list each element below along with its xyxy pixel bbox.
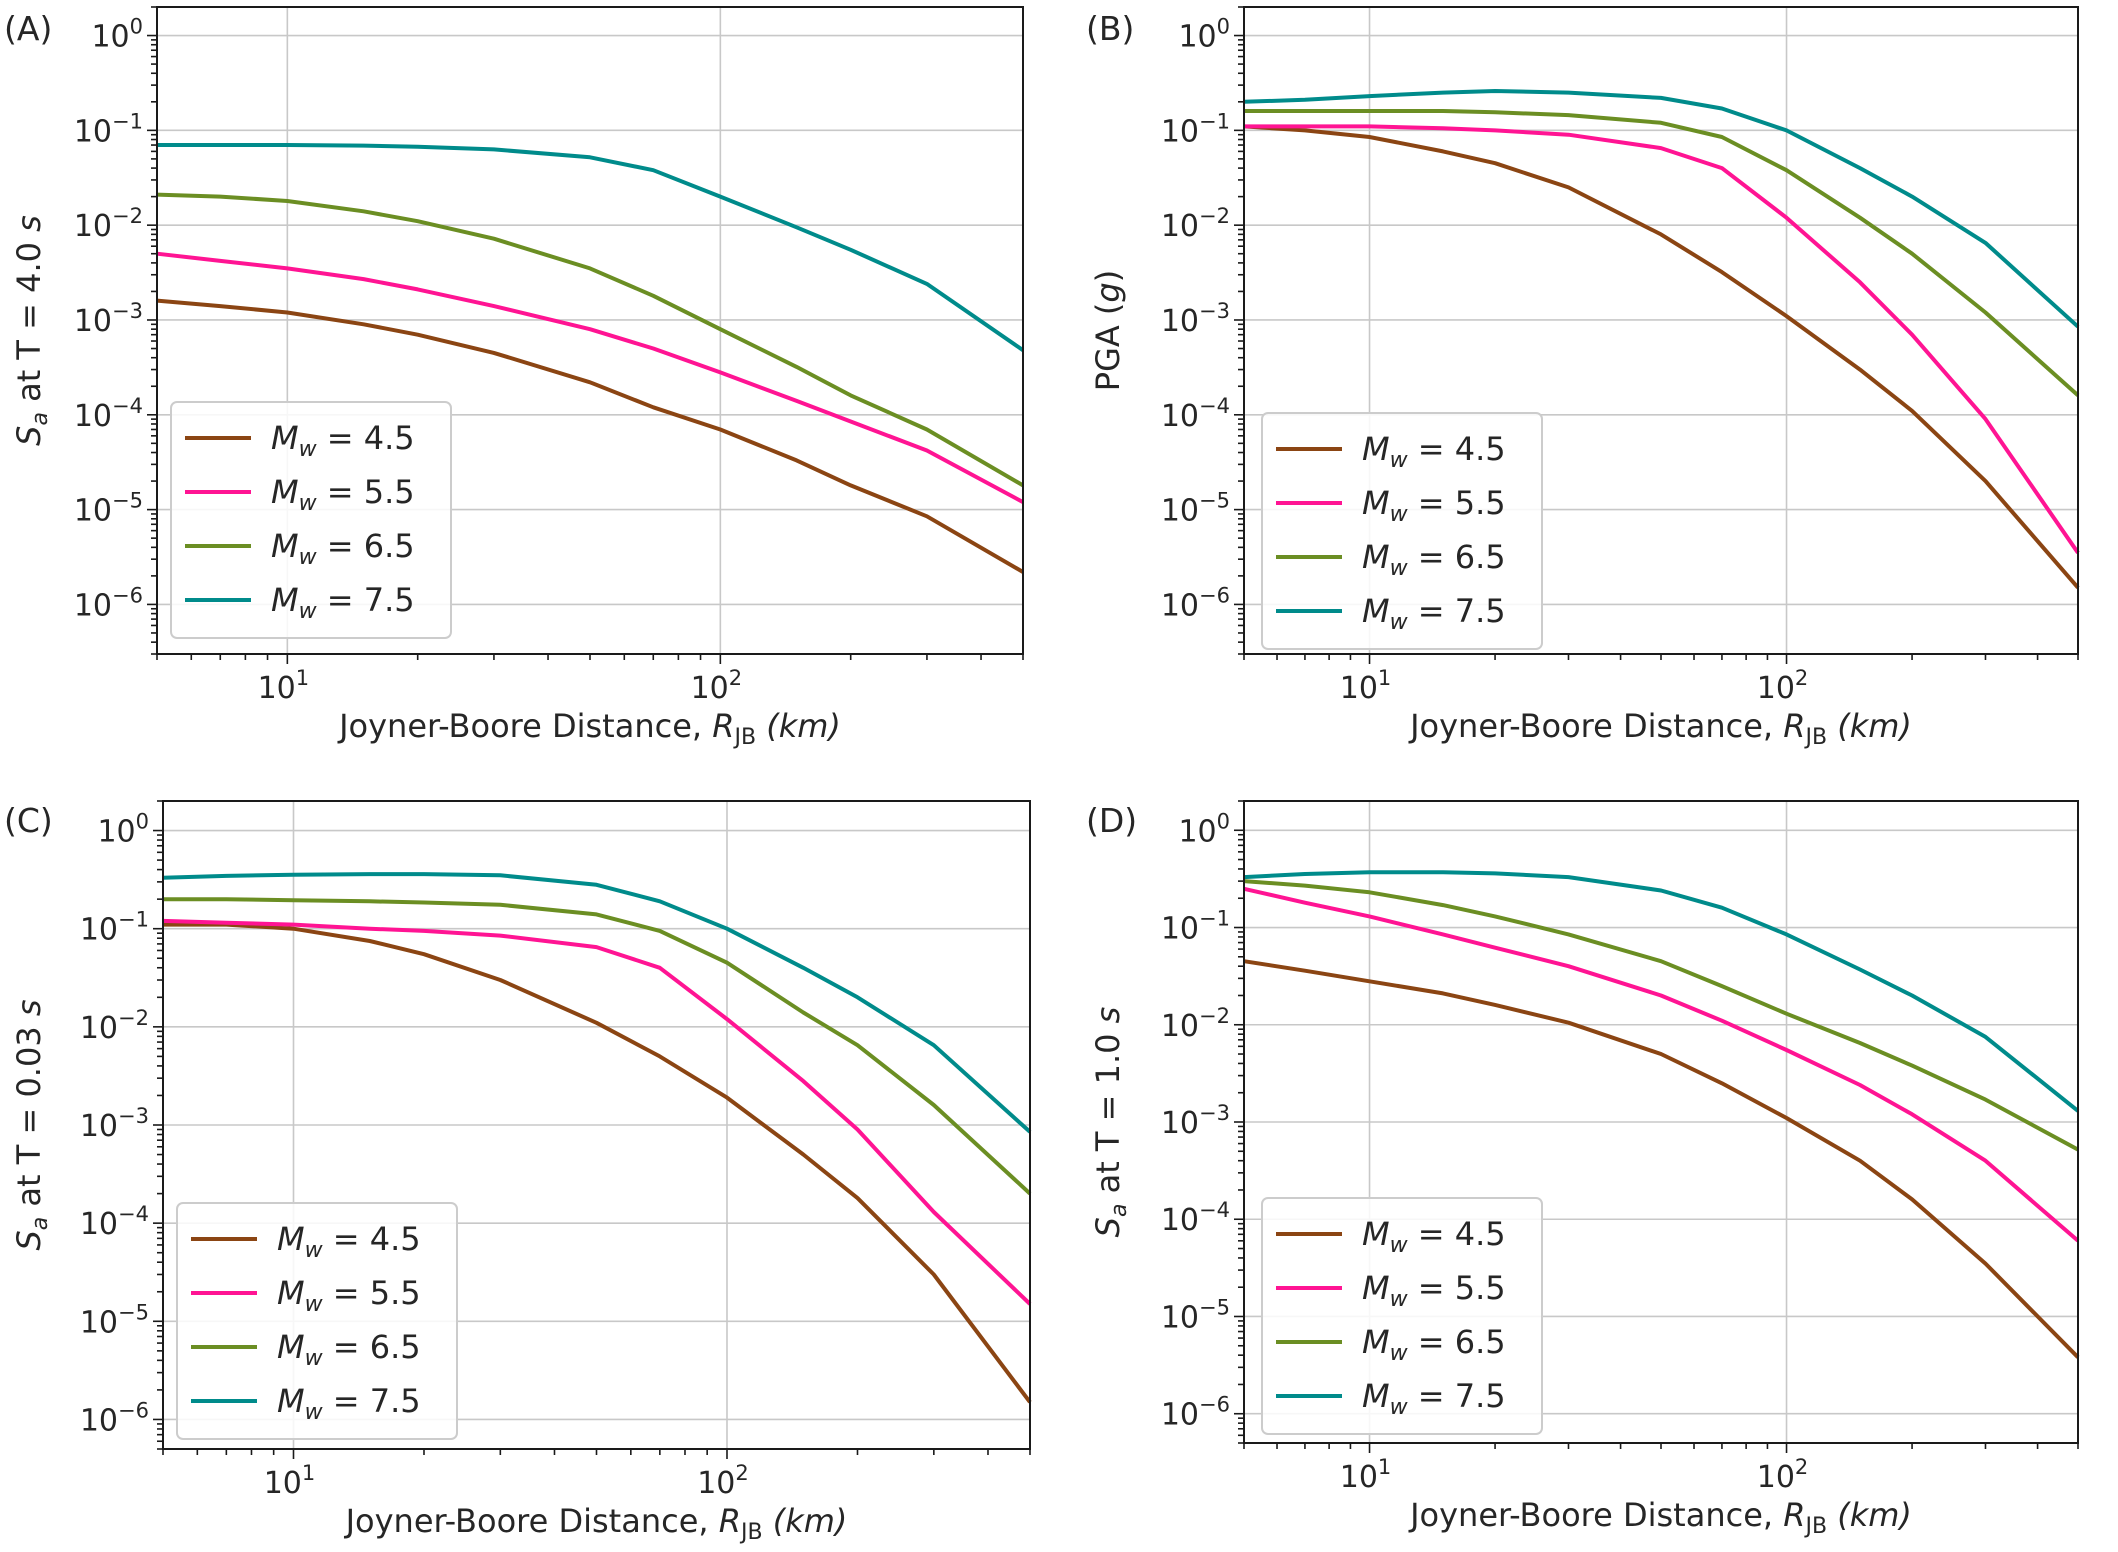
legend-entry: Mw = 4.5 xyxy=(271,419,415,462)
series-line-mw-75 xyxy=(1243,89,2080,329)
y-axis-label: Sa at T = 0.03 s xyxy=(10,999,53,1250)
legend: Mw = 4.5 Mw = 5.5 Mw = 6.5 Mw = 7.5 xyxy=(1261,1197,1543,1435)
x-axis-label: Joyner-Boore Distance, RJB (km) xyxy=(1408,1496,1912,1539)
y-tick-label: 100 xyxy=(91,15,143,55)
series-line-mw-55 xyxy=(162,918,1032,1306)
legend-entry: Mw = 7.5 xyxy=(1362,1377,1506,1420)
legend-entry: Mw = 6.5 xyxy=(277,1328,421,1371)
series-line-mw-55 xyxy=(1244,124,2080,554)
legend-entry: Mw = 6.5 xyxy=(271,527,415,570)
y-tick-label: 10−4 xyxy=(74,394,143,434)
y-tick-label: 10−2 xyxy=(1161,1004,1230,1044)
series-line-mw-45 xyxy=(1243,124,2080,590)
legend-entry: Mw = 4.5 xyxy=(1362,430,1506,473)
x-tick-label: 101 xyxy=(1340,1455,1392,1495)
legend-entry: Mw = 4.5 xyxy=(277,1220,421,1263)
series-line-mw-55 xyxy=(1243,886,2080,1243)
y-tick-label: 10−6 xyxy=(80,1398,149,1438)
y-tick-label: 10−2 xyxy=(1161,204,1230,244)
panel-label: (C) xyxy=(4,801,53,840)
y-axis-label: Sa at T = 1.0 s xyxy=(1089,1007,1132,1238)
y-tick-label: 10−5 xyxy=(80,1300,149,1340)
y-axis-label: PGA (g) xyxy=(1089,270,1127,391)
x-tick-label: 102 xyxy=(691,666,743,706)
panel-label: (D) xyxy=(1086,801,1137,840)
x-axis-label: Joyner-Boore Distance, RJB (km) xyxy=(1408,707,1912,750)
series-line-mw-65 xyxy=(156,192,1025,488)
y-tick-label: 10−1 xyxy=(1161,109,1230,149)
y-tick-label: 10−3 xyxy=(74,299,143,339)
series-line-mw-75 xyxy=(1243,870,2080,1113)
legend-entry: Mw = 4.5 xyxy=(1362,1215,1506,1258)
y-tick-label: 10−4 xyxy=(1161,1198,1230,1238)
y-tick-label: 10−1 xyxy=(74,109,143,149)
chart-panel-b: (B) 101 102 10−6 10−5 10−4 10−3 10−2 10−1 100 Joyn… xyxy=(1086,6,2080,750)
y-tick-label: 10−3 xyxy=(1161,1101,1230,1141)
series-line-mw-65 xyxy=(1243,879,2079,1152)
y-tick-label: 10−3 xyxy=(1161,299,1230,339)
legend-entry: Mw = 5.5 xyxy=(277,1274,421,1317)
y-tick-label: 10−5 xyxy=(74,489,143,529)
legend-entry: Mw = 5.5 xyxy=(271,473,415,516)
x-tick-label: 102 xyxy=(697,1461,749,1501)
legend-entry: Mw = 7.5 xyxy=(1362,592,1506,635)
legend-frame xyxy=(176,1202,458,1440)
panel-label: (A) xyxy=(4,9,52,48)
x-tick-label: 102 xyxy=(1757,666,1809,706)
x-axis-label: Joyner-Boore Distance, RJB (km) xyxy=(344,1502,848,1545)
legend-entry: Mw = 5.5 xyxy=(1362,1269,1506,1312)
series-line-mw-75 xyxy=(162,872,1032,1134)
x-tick-label: 101 xyxy=(258,666,310,706)
legend: Mw = 4.5 Mw = 5.5 Mw = 6.5 Mw = 7.5 xyxy=(1261,412,1543,650)
legend-entry: Mw = 7.5 xyxy=(271,581,415,624)
y-tick-label: 10−2 xyxy=(74,204,143,244)
y-tick-label: 100 xyxy=(1178,809,1230,849)
series-line-mw-45 xyxy=(1243,959,2080,1359)
series-line-mw-55 xyxy=(156,251,1024,504)
x-axis-label: Joyner-Boore Distance, RJB (km) xyxy=(337,707,841,750)
legend-entry: Mw = 7.5 xyxy=(277,1382,421,1425)
chart-panel-a: (A) 101 102 10−6 10−5 10−4 10−3 10−2 10−1 100 Joyn… xyxy=(4,6,1025,750)
y-tick-label: 10−4 xyxy=(1161,394,1230,434)
series-line-mw-45 xyxy=(163,922,1032,1404)
legend-frame xyxy=(170,401,452,639)
y-tick-label: 10−4 xyxy=(80,1202,149,1242)
y-tick-label: 10−5 xyxy=(1161,489,1230,529)
y-tick-label: 10−6 xyxy=(74,583,143,623)
legend-entry: Mw = 6.5 xyxy=(1362,1323,1506,1366)
chart-panel-d: (D) 101 102 10−6 10−5 10−4 10−3 10−2 10−1 100 Joyn… xyxy=(1086,800,2080,1539)
legend-entry: Mw = 6.5 xyxy=(1362,538,1506,581)
legend: Mw = 4.5 Mw = 5.5 Mw = 6.5 Mw = 7.5 xyxy=(170,401,452,639)
x-tick-label: 101 xyxy=(264,1461,316,1501)
x-tick-label: 101 xyxy=(1340,666,1392,706)
y-tick-label: 10−5 xyxy=(1161,1295,1230,1335)
series-line-mw-45 xyxy=(156,298,1025,574)
y-tick-label: 10−6 xyxy=(1161,1393,1230,1433)
legend-frame xyxy=(1261,412,1543,650)
legend-frame xyxy=(1261,1197,1543,1435)
series-line-mw-65 xyxy=(1244,109,2080,397)
panel-label: (B) xyxy=(1086,9,1134,48)
y-tick-label: 10−1 xyxy=(1161,907,1230,947)
plot-frame xyxy=(156,6,1024,655)
plot-frame xyxy=(1243,6,2079,655)
y-tick-label: 10−3 xyxy=(80,1104,149,1144)
legend: Mw = 4.5 Mw = 5.5 Mw = 6.5 Mw = 7.5 xyxy=(176,1202,458,1440)
y-tick-label: 10−6 xyxy=(1161,583,1230,623)
x-tick-label: 102 xyxy=(1757,1455,1809,1495)
y-tick-label: 100 xyxy=(97,810,149,850)
legend-entry: Mw = 5.5 xyxy=(1362,484,1506,527)
series-line-mw-75 xyxy=(157,143,1025,352)
y-axis-label: Sa at T = 4.0 s xyxy=(10,215,53,446)
series-line-mw-65 xyxy=(163,897,1032,1196)
chart-panel-c: (C) 101 102 10−6 10−5 10−4 10−3 10−2 10−1 100 Joyn… xyxy=(4,800,1032,1545)
y-tick-label: 10−2 xyxy=(80,1006,149,1046)
y-tick-label: 100 xyxy=(1178,15,1230,55)
y-tick-label: 10−1 xyxy=(80,908,149,948)
